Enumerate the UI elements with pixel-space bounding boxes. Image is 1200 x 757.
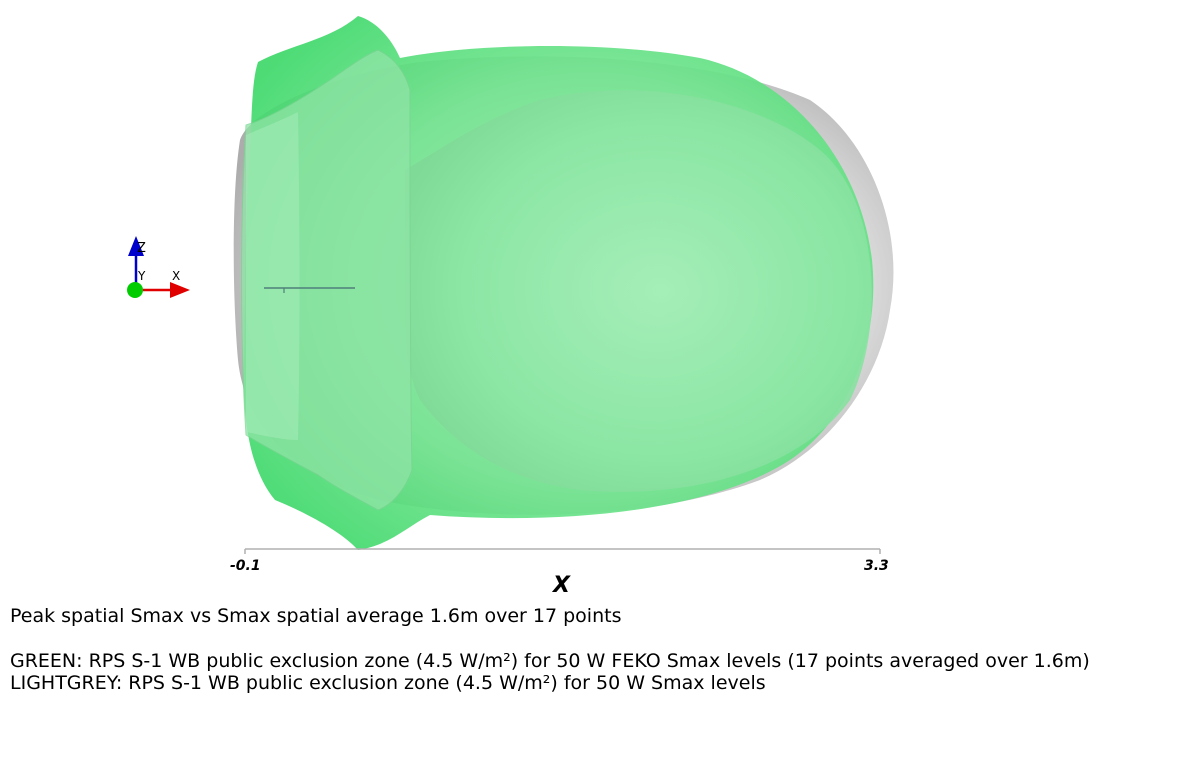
z-axis-arrow	[128, 236, 144, 256]
green-legend: GREEN: RPS S-1 WB public exclusion zone …	[10, 650, 1090, 672]
x-axis-title: X	[551, 573, 571, 598]
x-min-label: -0.1	[230, 558, 261, 574]
x-max-label: 3.3	[864, 558, 889, 574]
x-axis-arrow	[170, 282, 190, 298]
flange-front-face	[246, 112, 300, 440]
orientation-widget: Z Y X	[127, 236, 190, 298]
y-axis-label: Y	[137, 269, 146, 283]
y-axis-dot	[127, 282, 143, 298]
grey-legend: LIGHTGREY: RPS S-1 WB public exclusion z…	[10, 672, 766, 694]
green-inner-lobe	[405, 90, 872, 492]
z-axis-label: Z	[137, 241, 146, 256]
x-ruler: -0.1 3.3 X	[230, 548, 889, 598]
plot-title: Peak spatial Smax vs Smax spatial averag…	[10, 605, 622, 627]
x-axis-label-widget: X	[172, 269, 180, 283]
